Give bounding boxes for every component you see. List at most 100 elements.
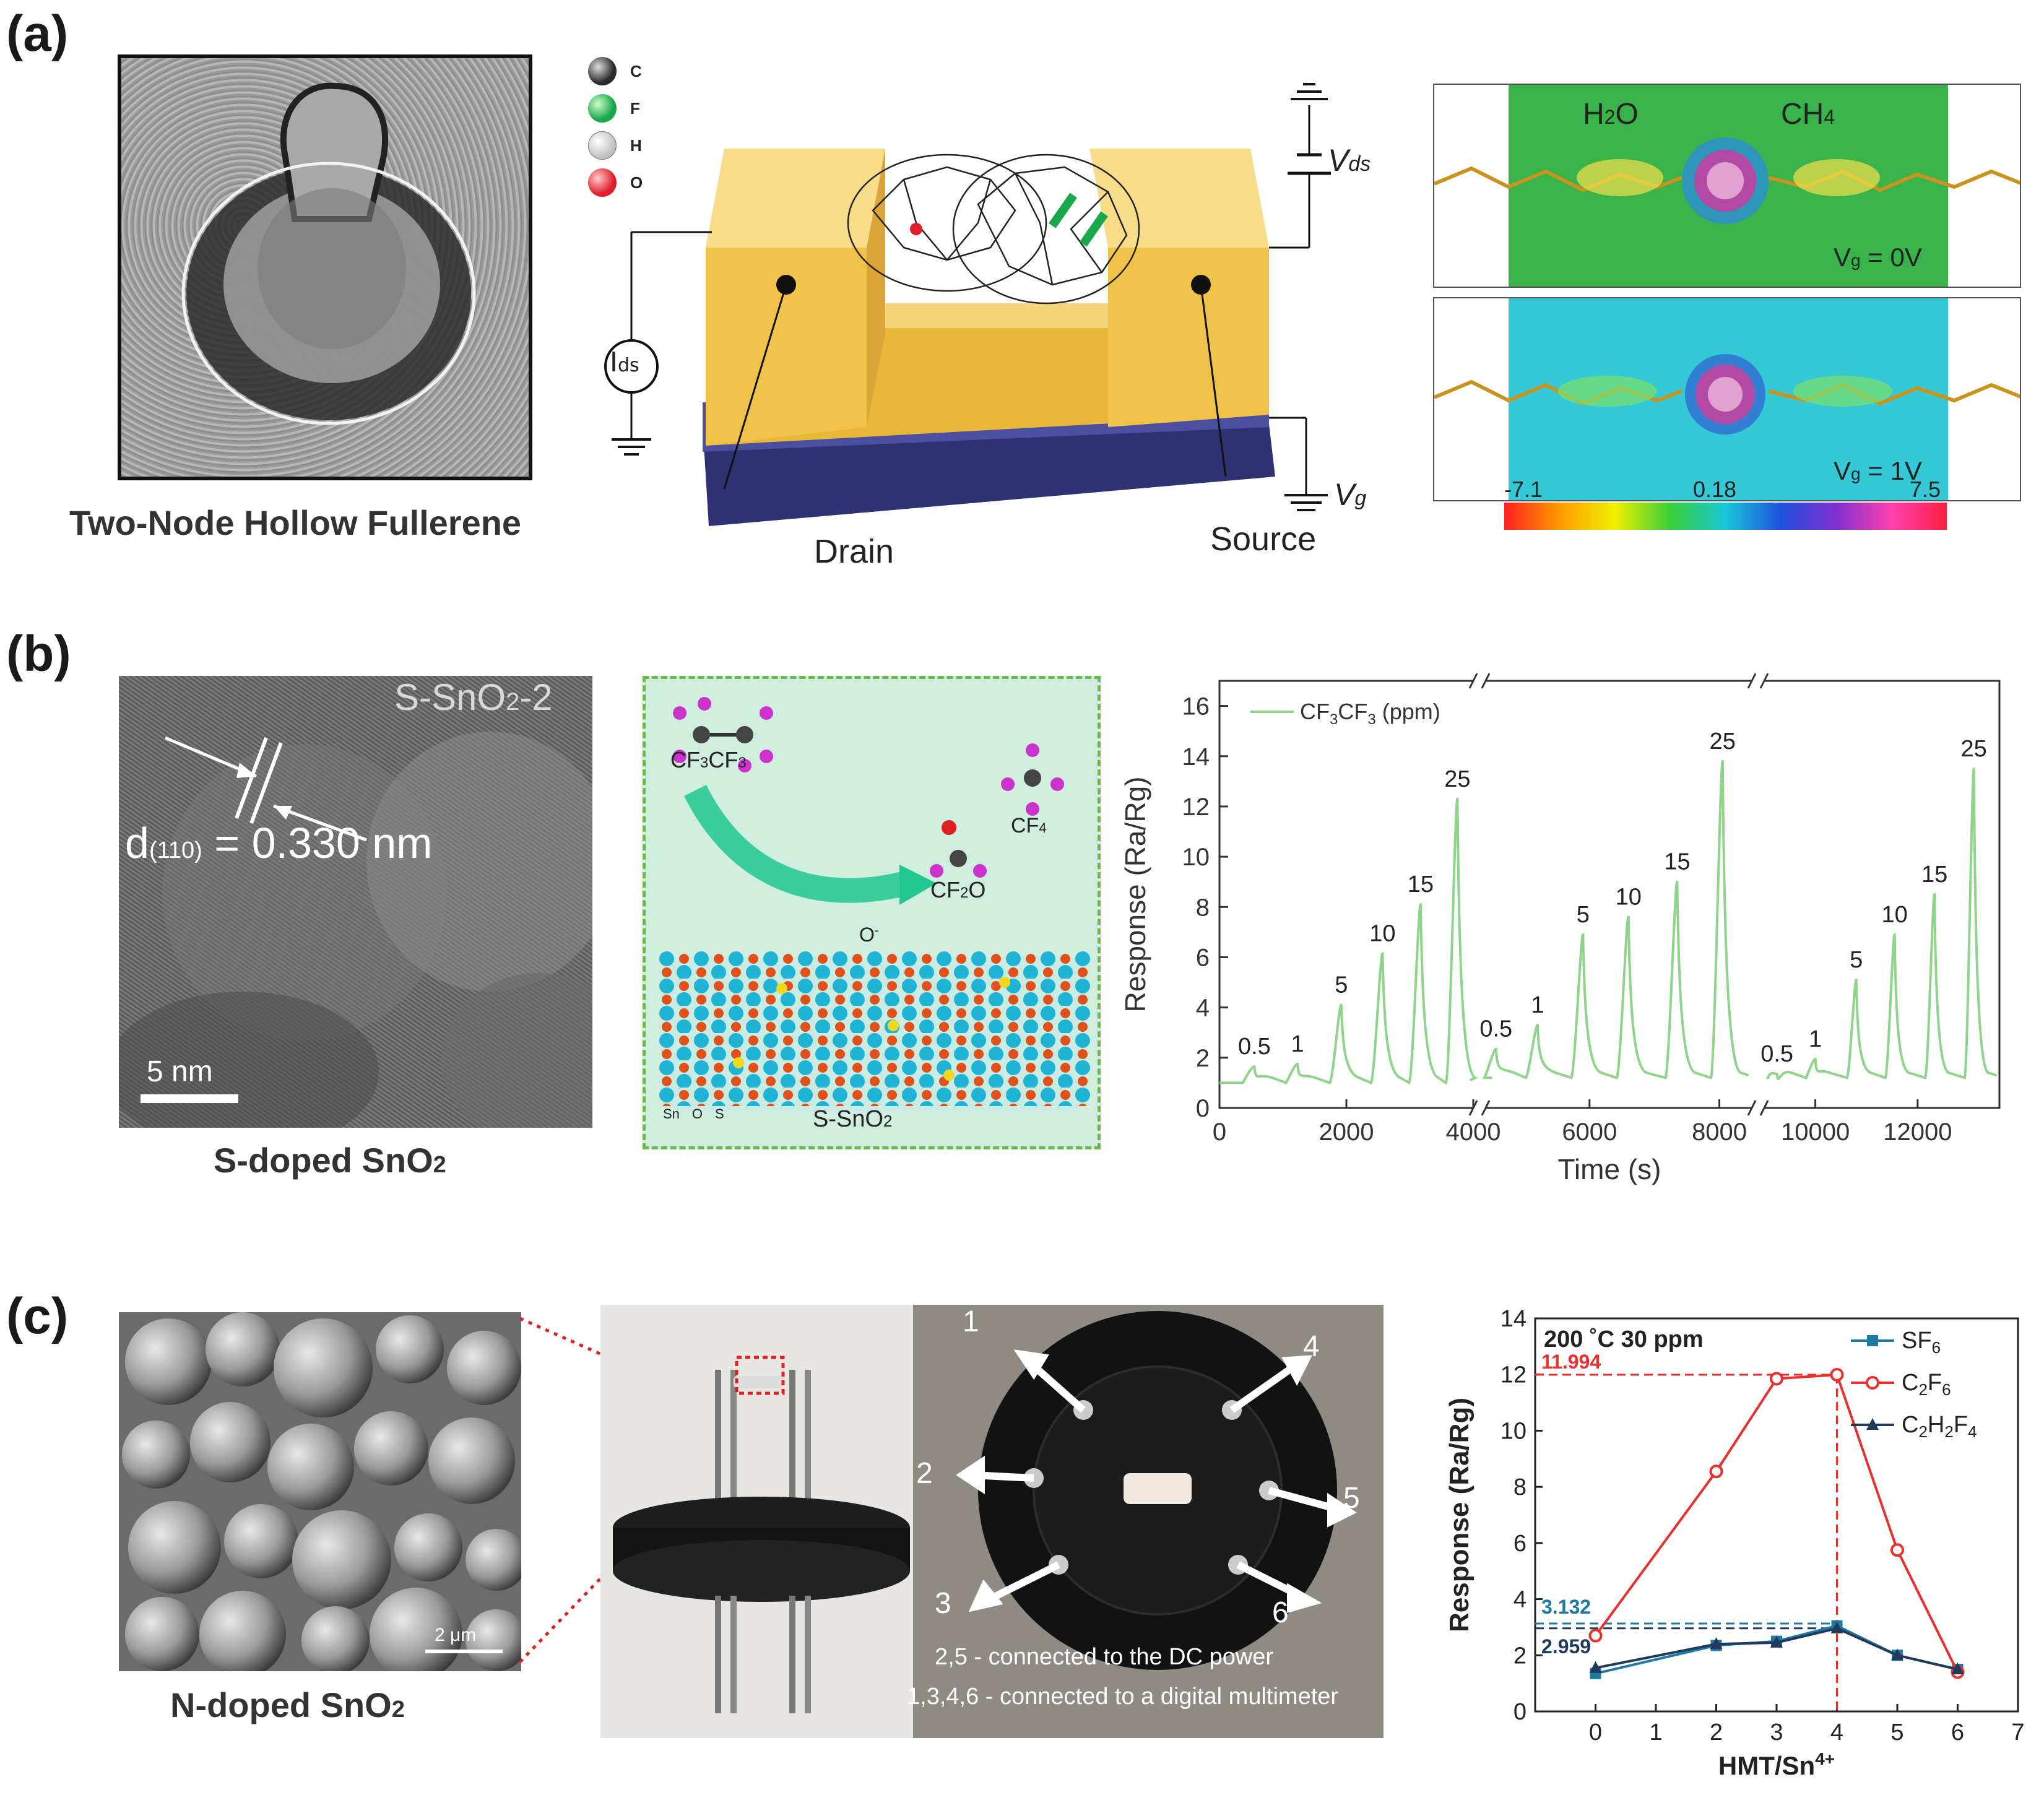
x-tick-label: 7 <box>2011 1719 2024 1745</box>
panel-a-label: (a) <box>6 6 69 62</box>
data-point-triangle <box>1951 1662 1964 1674</box>
response-curve <box>1482 759 1749 1079</box>
peak-label: 25 <box>1961 736 1987 762</box>
axis-break-mark <box>1468 673 1478 689</box>
chart-title: 200 ˚C 30 ppm <box>1544 1326 1704 1352</box>
sim-panel-vg0: H2O CH4 Vg = 0V <box>1433 84 2021 288</box>
axis-break-mark <box>1759 1100 1769 1116</box>
scale-mid-label: 0.18 <box>1693 477 1737 502</box>
axis-break-gap <box>1473 675 1486 687</box>
y-tick-label: 12 <box>1182 794 1210 821</box>
ids-label: Ids <box>610 347 639 378</box>
panel-c-label: (c) <box>6 1288 69 1344</box>
peak-label: 10 <box>1882 902 1908 928</box>
axis-break-gap <box>1752 1102 1764 1114</box>
peak-label: 5 <box>1577 902 1590 928</box>
cf4-molecule <box>1001 743 1064 816</box>
x-tick-label: 4 <box>1830 1719 1843 1745</box>
legend-sn: Sn <box>663 1106 680 1122</box>
peak-label: 5 <box>1335 972 1348 998</box>
y-tick-label: 8 <box>1514 1474 1527 1500</box>
y-tick-label: 8 <box>1196 894 1210 921</box>
x-tick-label: 8000 <box>1692 1118 1747 1146</box>
sim-molecule-chain-0 <box>1434 137 2020 224</box>
cf2o-molecule <box>930 820 987 878</box>
sem-spheres <box>122 1312 521 1671</box>
axis-break-mark <box>1747 673 1757 689</box>
sem-image: 2 μm <box>119 1312 521 1671</box>
y-tick-label: 0 <box>1196 1095 1210 1122</box>
sensor-photo: 1 2 3 4 5 6 2,5 - connected to the DC po… <box>600 1305 1384 1738</box>
pin-1-label: 1 <box>963 1305 979 1338</box>
legend-o: O <box>588 164 643 201</box>
y-tick-label: 0 <box>1514 1699 1527 1725</box>
legend-c-label: C <box>630 61 642 80</box>
series-line <box>1595 1624 1958 1675</box>
peak-label: 1 <box>1809 1026 1822 1052</box>
tem-sample-title: S-SnO2-2 <box>394 677 553 718</box>
lattice-base-label: S-SnO2 <box>813 1106 893 1132</box>
peak-label: 5 <box>1850 947 1863 973</box>
response-curve <box>1219 797 1479 1085</box>
peak-label: 10 <box>1616 885 1642 910</box>
cf2o-label: CF2O <box>930 877 986 902</box>
series-line <box>1595 1627 1958 1671</box>
legend-label: C2H2F4 <box>1902 1412 1977 1441</box>
cf4-label: CF4 <box>1011 814 1047 837</box>
peak-label: 0.5 <box>1760 1041 1793 1067</box>
fullerene-shape <box>181 82 476 425</box>
y-tick-label: 10 <box>1182 844 1210 871</box>
scale-max-label: 7.5 <box>1910 477 1941 502</box>
legend-h: H <box>588 127 643 164</box>
data-point-circle <box>1830 1367 1844 1382</box>
data-point-triangle <box>1770 1635 1783 1648</box>
source-electrode <box>1108 248 1269 427</box>
x-tick-label: 5 <box>1890 1719 1903 1745</box>
h2o-label: H2O <box>1583 98 1639 131</box>
x-tick-label: 1 <box>1649 1719 1662 1745</box>
lattice-legend: Sn O S <box>663 1106 724 1122</box>
x-tick-label: 2 <box>1710 1719 1723 1745</box>
legend-s: S <box>715 1106 724 1122</box>
vg0-label: Vg = 0V <box>1834 243 1922 272</box>
peak-label: 0.5 <box>1479 1016 1512 1042</box>
legend-o-label: O <box>630 173 643 192</box>
data-point-circle <box>1588 1628 1603 1643</box>
legend-marker <box>1867 1335 1878 1346</box>
x-tick-label: 6000 <box>1562 1118 1617 1146</box>
sim-molecule-chain-1 <box>1434 354 2020 435</box>
sem-scalebar-label: 2 μm <box>435 1625 477 1645</box>
legend-f-label: F <box>630 98 640 118</box>
sim-panel-vg1: Vg = 1V <box>1433 297 2021 501</box>
y-tick-label: 14 <box>1501 1306 1527 1332</box>
y-tick-label: 6 <box>1514 1531 1527 1557</box>
data-point-circle <box>1890 1543 1904 1557</box>
source-label: Source <box>1210 521 1317 558</box>
axis-break-mark <box>1759 673 1769 689</box>
peak-label: 1 <box>1291 1031 1304 1057</box>
x-axis-label: HMT/Sn4+ <box>1718 1749 1835 1780</box>
fet-device-schematic <box>604 83 1331 526</box>
legend-label: C2F6 <box>1902 1370 1951 1399</box>
wiring-note-1: 2,5 - connected to the DC power <box>935 1644 1274 1670</box>
axis-break-mark <box>1747 1100 1757 1116</box>
y-axis-label: Response (Ra/Rg) <box>1444 1398 1475 1632</box>
ch4-label: CH4 <box>1781 98 1835 131</box>
panel-b-label: (b) <box>6 626 71 682</box>
c2f6-molecule <box>673 697 773 772</box>
wiring-note-2: 1,3,4,6 - connected to a digital multime… <box>907 1684 1339 1710</box>
axis-break-mark <box>1481 1100 1491 1116</box>
c2f6-label: CF3CF3 <box>670 747 747 772</box>
x-tick-label: 2000 <box>1319 1118 1374 1146</box>
peak-label: 10 <box>1369 920 1395 946</box>
vds-label: Vds <box>1328 143 1371 178</box>
vg1-label: Vg = 1V <box>1834 456 1922 485</box>
legend-h-label: H <box>630 136 642 155</box>
legend-marker <box>1866 1376 1879 1390</box>
colorbar <box>1504 503 1947 530</box>
atom-h-icon <box>588 131 617 160</box>
x-tick-label: 4000 <box>1446 1118 1501 1146</box>
d-spacing-label: d(110) = 0.330 nm <box>125 819 433 867</box>
